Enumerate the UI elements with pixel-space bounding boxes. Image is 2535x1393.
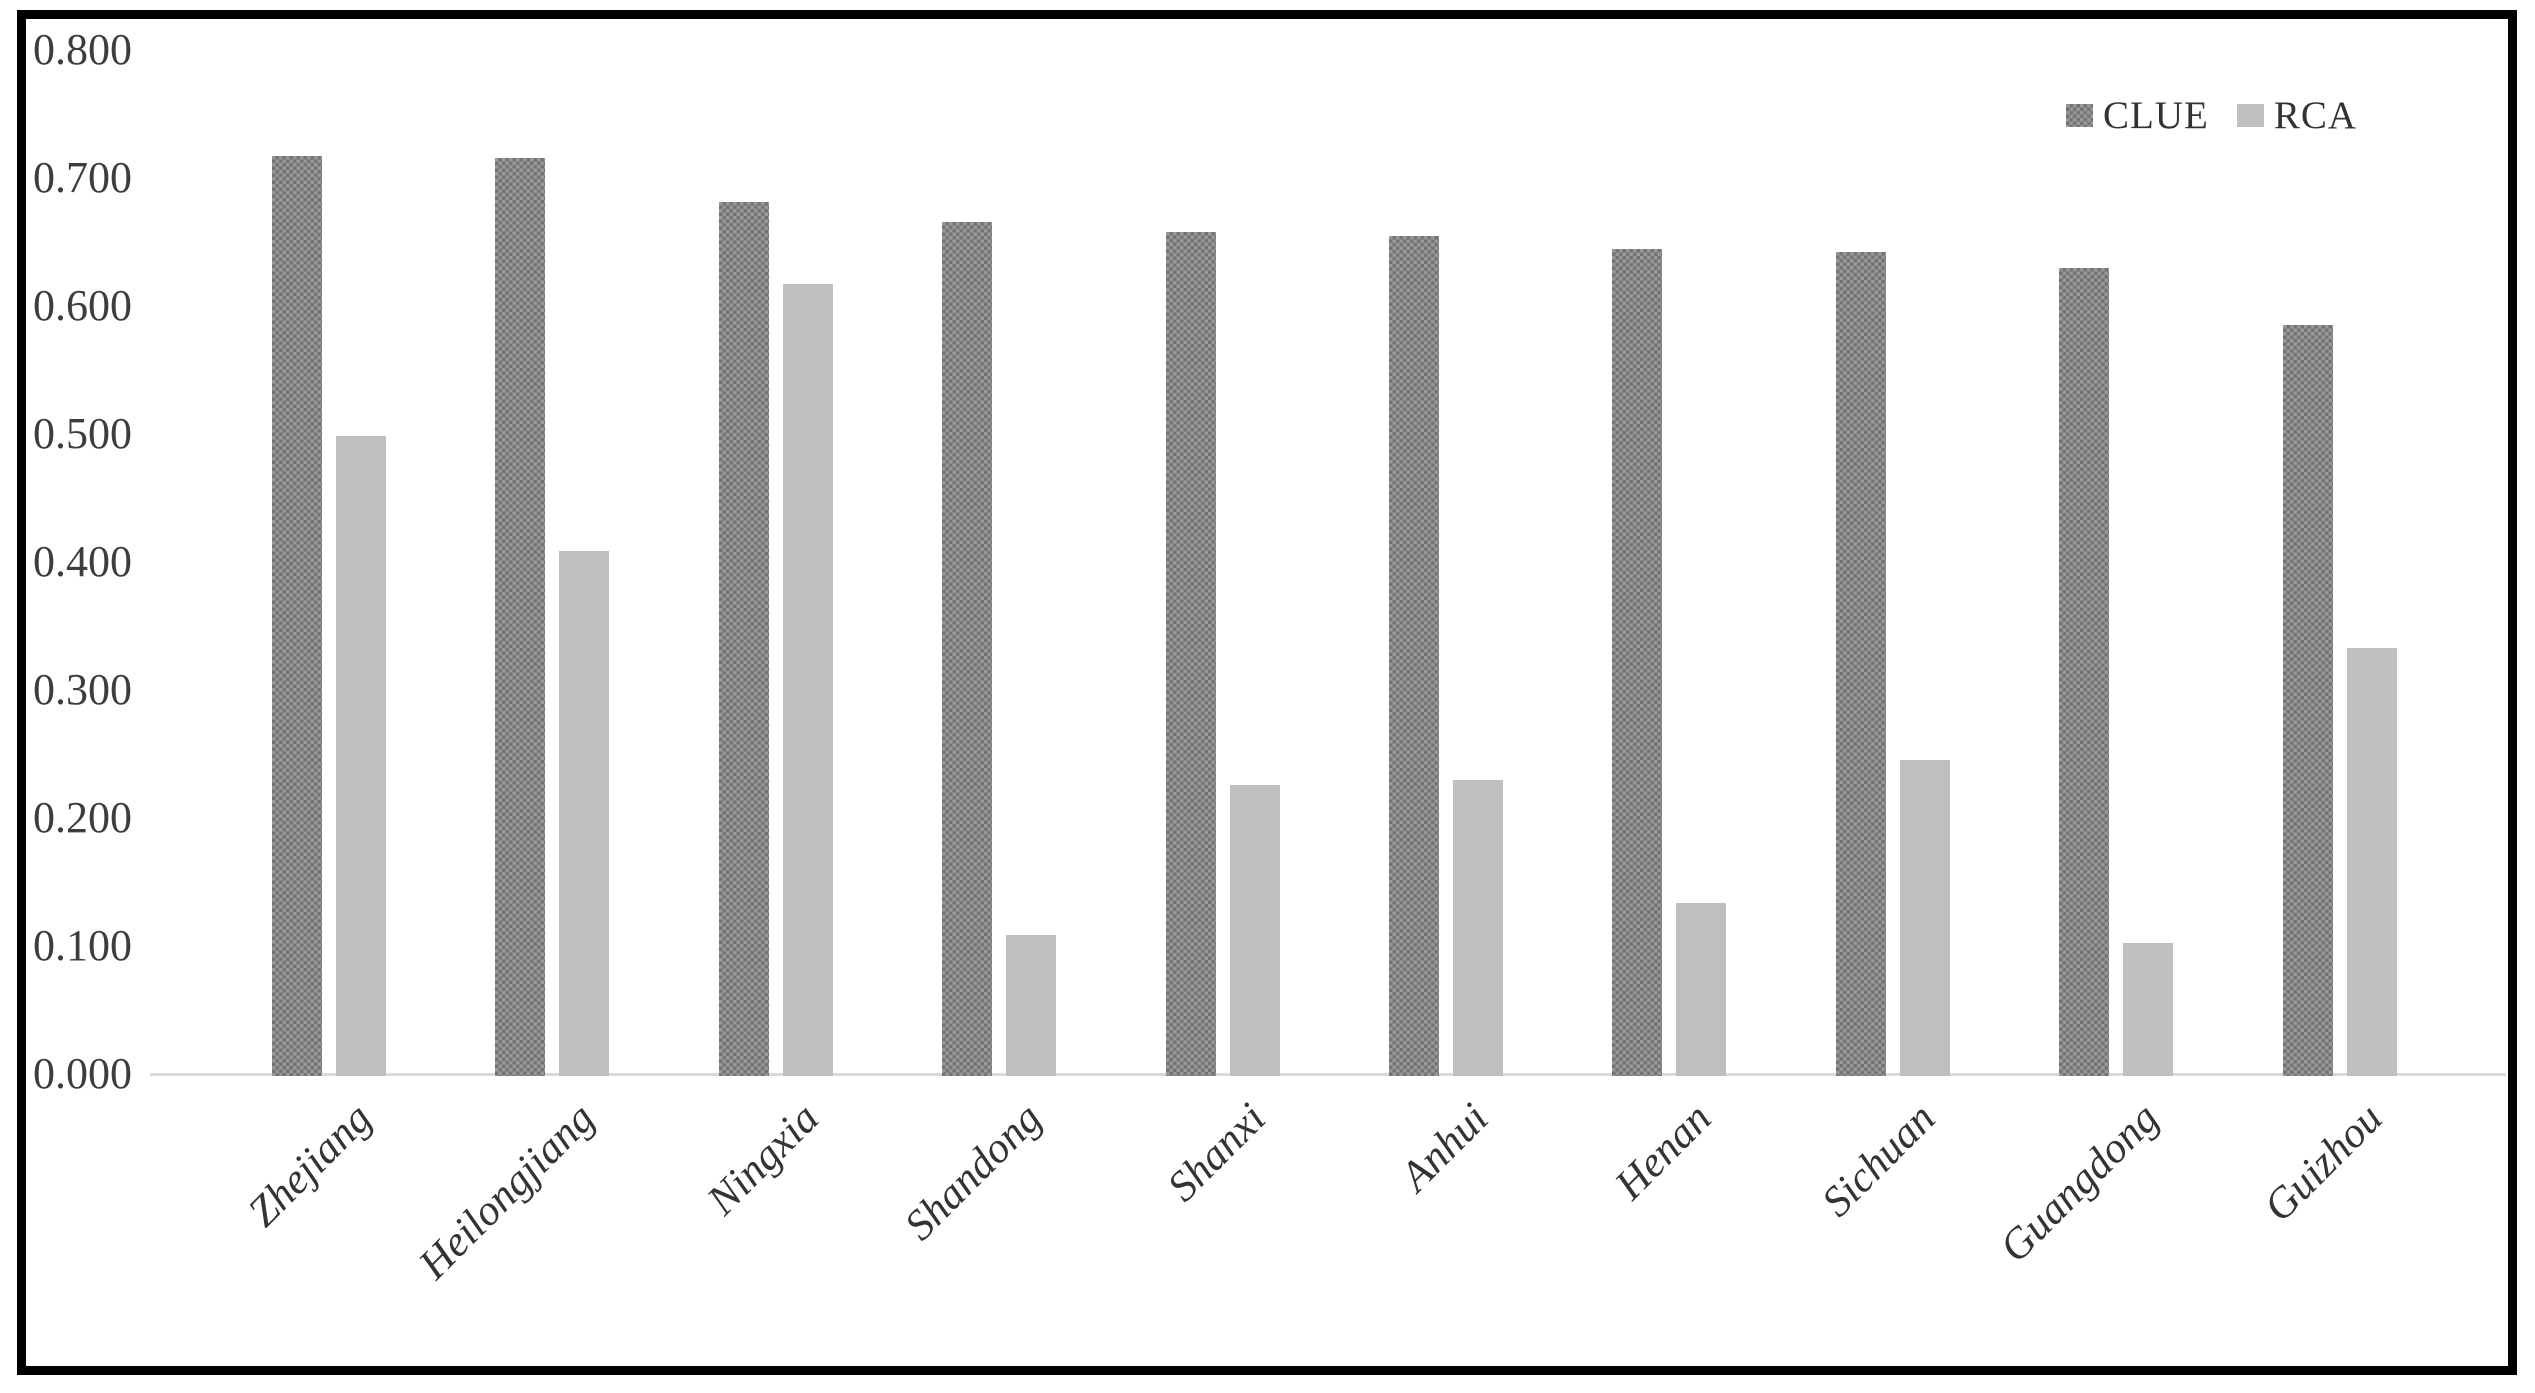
- legend-label-clue: CLUE: [2103, 93, 2209, 137]
- x-axis-line: [150, 1073, 2506, 1076]
- bar-rca-zhejiang: [336, 436, 386, 1076]
- y-tick-label: 0.800: [33, 25, 132, 75]
- bar-rca-shanxi: [1230, 785, 1280, 1076]
- bar-clue-zhejiang: [272, 156, 322, 1076]
- y-tick-label: 0.300: [33, 665, 132, 715]
- y-tick-label: 0.700: [33, 153, 132, 203]
- bar-rca-shandong: [1006, 935, 1056, 1076]
- bar-clue-henan: [1612, 249, 1662, 1076]
- bar-rca-anhui: [1453, 780, 1503, 1076]
- bar-clue-ningxia: [719, 202, 769, 1076]
- legend-swatch-clue: [2066, 103, 2093, 127]
- y-tick-label: 0.500: [33, 409, 132, 459]
- bar-clue-sichuan: [1836, 252, 1886, 1076]
- bar-clue-shanxi: [1166, 232, 1216, 1076]
- y-tick-label: 0.000: [33, 1049, 132, 1099]
- bar-clue-anhui: [1389, 236, 1439, 1076]
- legend: CLUE RCA: [2066, 92, 2357, 138]
- bar-rca-sichuan: [1900, 760, 1950, 1076]
- bar-clue-guizhou: [2283, 325, 2333, 1076]
- y-tick-label: 0.200: [33, 793, 132, 843]
- y-tick-label: 0.600: [33, 281, 132, 331]
- bar-rca-henan: [1676, 903, 1726, 1076]
- bar-clue-shandong: [942, 222, 992, 1076]
- bar-rca-guangdong: [2123, 943, 2173, 1076]
- legend-label-rca: RCA: [2273, 93, 2358, 137]
- bar-rca-ningxia: [783, 284, 833, 1076]
- figure-border: [17, 10, 2517, 1375]
- bar-rca-guizhou: [2347, 648, 2397, 1076]
- bar-clue-heilongjiang: [495, 158, 545, 1076]
- legend-swatch-rca: [2236, 103, 2264, 127]
- y-tick-label: 0.400: [33, 537, 132, 587]
- y-tick-label: 0.100: [33, 921, 132, 971]
- bar-clue-guangdong: [2059, 268, 2109, 1076]
- bar-rca-heilongjiang: [559, 551, 609, 1076]
